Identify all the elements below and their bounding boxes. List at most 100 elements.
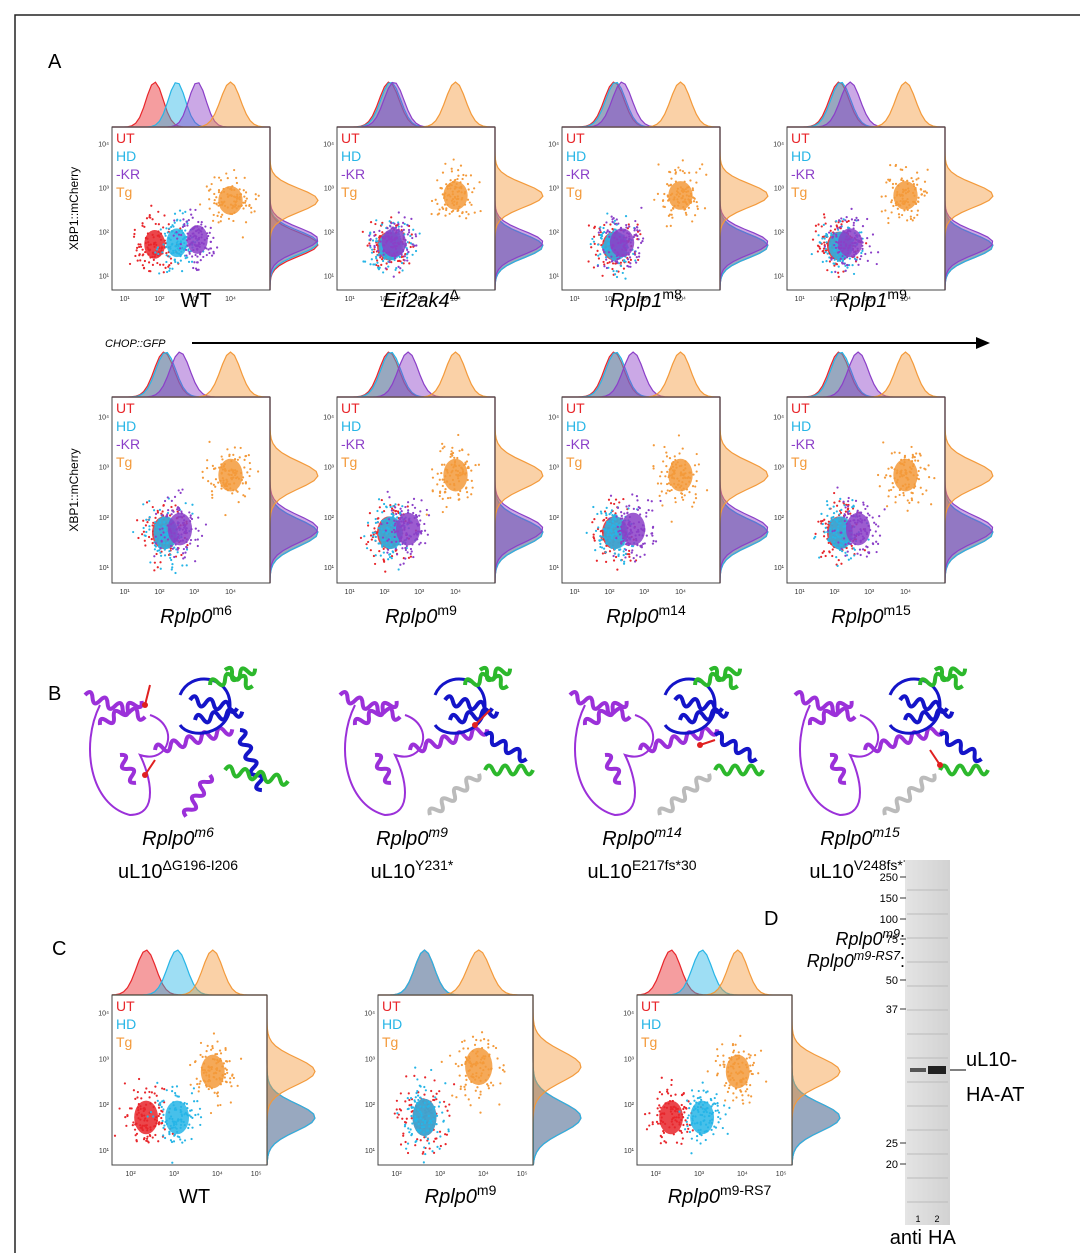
legend-entry: Tg — [116, 1034, 132, 1050]
x-tick-label: 10¹ — [570, 296, 581, 303]
event-dot — [209, 232, 211, 234]
event-dot — [683, 1092, 685, 1094]
x-tick-label: 10⁴ — [225, 589, 236, 596]
x-tick-label: 10¹ — [795, 296, 806, 303]
panel-label: B — [48, 683, 61, 705]
event-dot — [442, 208, 444, 210]
event-dot — [892, 187, 894, 189]
event-dot — [152, 1115, 154, 1117]
marker-label: 50 — [886, 975, 898, 987]
event-dot — [609, 223, 611, 225]
event-dot — [187, 248, 189, 250]
event-dot — [162, 264, 164, 266]
event-dot — [457, 434, 459, 436]
event-dot — [660, 482, 662, 484]
event-dot — [902, 492, 904, 494]
x-tick-label: 10¹ — [570, 589, 581, 596]
event-dot — [821, 225, 823, 227]
event-dot — [670, 1084, 672, 1086]
event-dot — [453, 1083, 455, 1085]
helix — [485, 766, 533, 775]
event-dot — [825, 251, 827, 253]
event-dot — [616, 218, 618, 220]
event-dot — [594, 549, 596, 551]
event-dot — [695, 493, 697, 495]
label: Rplp0m15 — [820, 824, 900, 850]
event-dot — [613, 503, 615, 505]
event-dot — [848, 559, 850, 561]
event-dot — [429, 1147, 431, 1149]
event-dot — [412, 229, 414, 231]
event-dot — [671, 214, 673, 216]
event-dot — [148, 500, 150, 502]
event-dot — [835, 234, 837, 236]
y-tick-label: 10³ — [549, 465, 560, 472]
event-dot — [636, 499, 638, 501]
event-dot — [914, 459, 916, 461]
event-dot — [146, 217, 148, 219]
event-dot — [488, 1087, 490, 1089]
event-dot — [665, 492, 667, 494]
event-dot — [659, 495, 661, 497]
event-dot — [842, 220, 844, 222]
event-dot — [178, 1136, 180, 1138]
event-dot — [441, 443, 443, 445]
event-dot — [811, 253, 813, 255]
event-dot — [216, 1040, 218, 1042]
event-dot — [749, 1057, 751, 1059]
event-dot — [847, 511, 849, 513]
event-dot — [449, 179, 451, 181]
event-dot — [458, 450, 460, 452]
event-dot — [371, 538, 373, 540]
event-dot — [398, 271, 400, 273]
event-dot — [898, 213, 900, 215]
event-dot — [142, 254, 144, 256]
event-dot — [236, 182, 238, 184]
event-dot — [714, 1103, 716, 1105]
event-dot — [598, 257, 600, 259]
event-dot — [413, 1075, 415, 1077]
event-dot — [621, 515, 623, 517]
event-dot — [915, 178, 917, 180]
event-dot — [465, 217, 467, 219]
y-tick-label: 10¹ — [99, 1148, 110, 1155]
event-dot — [217, 1104, 219, 1106]
event-dot — [243, 189, 245, 191]
event-dot — [441, 1061, 443, 1063]
event-dot — [683, 1111, 685, 1113]
event-dot — [401, 510, 403, 512]
event-dot — [174, 496, 176, 498]
event-dot — [857, 219, 859, 221]
event-dot — [387, 558, 389, 560]
event-dot — [157, 211, 159, 213]
event-dot — [379, 255, 381, 257]
histogram — [378, 950, 533, 995]
event-dot — [407, 1127, 409, 1129]
event-dot — [176, 237, 178, 239]
event-dot — [856, 256, 858, 258]
event-dot — [833, 492, 835, 494]
event-dot — [717, 1116, 719, 1118]
x-tick-label: 10⁴ — [478, 1171, 489, 1178]
legend-entry: -KR — [341, 436, 365, 452]
event-dot — [424, 1153, 426, 1155]
event-dot — [716, 1048, 718, 1050]
event-dot — [487, 1043, 489, 1045]
event-dot — [229, 1060, 231, 1062]
event-dot — [688, 1107, 690, 1109]
event-dot — [616, 258, 618, 260]
event-dot — [381, 231, 383, 233]
event-dot — [615, 498, 617, 500]
event-dot — [161, 251, 163, 253]
event-dot — [599, 226, 601, 228]
event-dot — [381, 224, 383, 226]
event-dot — [467, 213, 469, 215]
event-dot — [912, 454, 914, 456]
event-dot — [885, 195, 887, 197]
event-dot — [164, 235, 166, 237]
event-dot — [405, 1075, 407, 1077]
event-dot — [850, 208, 852, 210]
event-dot — [686, 1121, 688, 1123]
event-dot — [628, 553, 630, 555]
event-dot — [853, 224, 855, 226]
